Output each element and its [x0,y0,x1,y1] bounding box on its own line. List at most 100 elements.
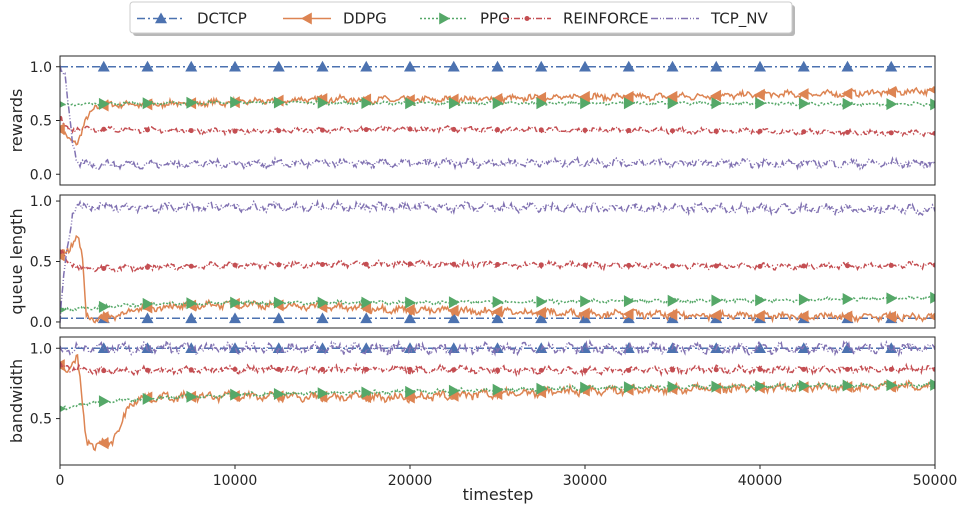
ppo-marker [667,294,679,307]
ddpg-marker [929,87,935,94]
dctcp-marker [229,312,241,324]
x-tick-label: 40000 [738,473,783,489]
dctcp-marker [360,312,373,324]
reinforce-marker [845,263,850,269]
series-line-tcp_nv [60,65,935,172]
reinforce-marker [670,128,675,134]
dctcp-marker [404,312,416,324]
ppo-marker [317,96,329,109]
ddpg-marker [60,123,65,136]
ppo-marker [667,97,679,110]
ddpg-marker [60,359,65,372]
reinforce-marker [538,127,544,133]
ppo-marker [492,97,504,110]
ddpg-marker [404,303,415,316]
reinforce-marker [670,367,675,373]
reinforce-marker [320,127,325,133]
ppo-marker [60,306,66,314]
ppo-marker [842,97,854,110]
ppo-marker [448,384,460,397]
ppo-marker [230,296,241,309]
reinforce-marker [845,366,850,372]
plot-frame [59,336,936,466]
x-tick-label: 20000 [388,473,433,489]
reinforce-marker [932,262,935,268]
ppo-marker [755,97,766,110]
ddpg-marker [666,90,678,103]
markers-ddpg [60,249,935,324]
ddpg-marker [97,437,109,450]
dctcp-marker [316,312,329,324]
dctcp-marker [579,60,591,72]
legend-item-reinforce: REINFORCE [503,10,649,28]
ppo-marker [886,292,898,305]
ddpg-marker [754,309,765,322]
dctcp-marker [885,60,898,72]
reinforce-marker [276,128,282,134]
dctcp-marker [141,60,154,72]
ddpg-marker [929,313,935,321]
y-tick-label: 0.5 [30,255,52,271]
ppo-marker [886,379,898,392]
reinforce-marker [232,128,238,134]
ppo-marker [536,382,548,395]
y-tick-label: 0.5 [30,412,52,428]
ppo-marker [98,395,110,408]
ddpg-marker [301,12,312,25]
ddpg-marker [841,87,853,100]
dctcp-marker [841,60,854,72]
legend-label: DDPG [343,10,387,28]
reinforce-marker [932,366,935,372]
ddpg-marker [797,88,809,101]
reinforce-marker [626,367,632,373]
ppo-marker [142,297,154,310]
ppo-marker [448,97,460,110]
ddpg-marker [666,308,678,321]
reinforce-marker [888,130,894,136]
ppo-marker [711,380,723,393]
reinforce-marker [582,127,588,133]
series-line-ddpg [60,353,935,452]
reinforce-marker [538,367,544,373]
ppo-marker [842,292,854,305]
reinforce-marker [888,366,894,372]
ppo-marker [60,405,66,413]
markers-dctcp [97,60,898,72]
dctcp-marker [316,60,329,72]
ppo-marker [492,383,504,396]
reinforce-marker [932,130,935,136]
reinforce-marker [757,263,763,269]
ddpg-marker [885,310,897,323]
ppo-marker [98,300,110,313]
markers-reinforce [60,249,935,272]
ppo-marker [60,101,66,108]
reinforce-marker [188,128,194,134]
x-axis-label: timestep [463,485,534,504]
ppo-marker [930,378,935,391]
reinforce-marker [582,368,588,374]
reinforce-marker [801,263,807,269]
reinforce-marker [713,367,719,373]
dctcp-marker [141,312,154,324]
dctcp-marker [229,342,241,354]
reinforce-marker [407,261,413,267]
ppo-marker [623,97,635,110]
ppo-marker [361,296,373,309]
ppo-marker [580,97,591,110]
ppo-marker [711,294,723,307]
reinforce-marker [757,128,763,134]
reinforce-marker [757,366,763,372]
ppo-marker [230,388,241,401]
reinforce-marker [670,263,675,269]
ddpg-marker [535,91,547,104]
dctcp-marker [272,312,285,324]
reinforce-marker [320,366,325,372]
ddpg-marker [97,311,109,324]
ppo-marker [492,296,504,309]
legend-item-ddpg: DDPG [283,10,387,28]
reinforce-marker [407,366,413,372]
ppo-marker [439,12,450,25]
ppo-marker [755,294,766,307]
